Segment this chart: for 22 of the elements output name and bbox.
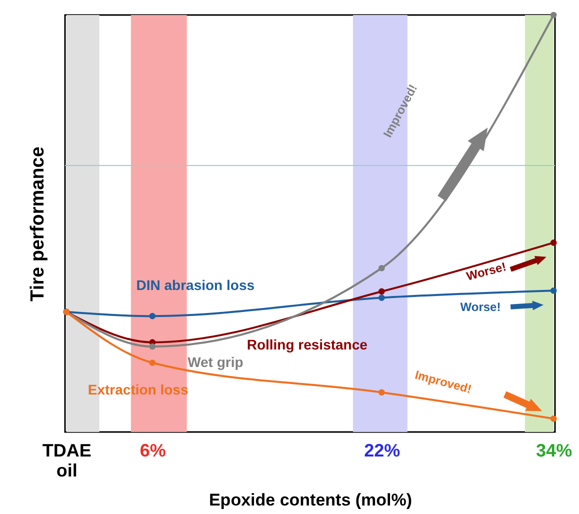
annotation: Worse! [460, 300, 501, 314]
point [149, 312, 156, 320]
point [550, 416, 557, 422]
x-axis-title: Epoxide contents (mol%) [208, 490, 412, 510]
x-tick-label: 34% [536, 440, 572, 460]
series-label: Rolling resistance [246, 336, 368, 353]
x-tick-label: 22% [364, 440, 400, 460]
point [378, 294, 385, 301]
point [550, 240, 557, 246]
x-tick-label: TDAE oil [42, 440, 92, 480]
point [149, 360, 156, 366]
series-label: DIN abrasion loss [136, 277, 255, 294]
series-label: Wet grip [188, 354, 244, 370]
x-tick-label: 6% [140, 440, 166, 460]
point [550, 287, 557, 294]
annotation: Worse! [464, 259, 508, 284]
point [378, 389, 385, 396]
y-axis-title: Tire performance [28, 146, 48, 302]
point [378, 288, 385, 295]
point [149, 343, 156, 350]
point [378, 264, 385, 272]
point [550, 12, 557, 18]
